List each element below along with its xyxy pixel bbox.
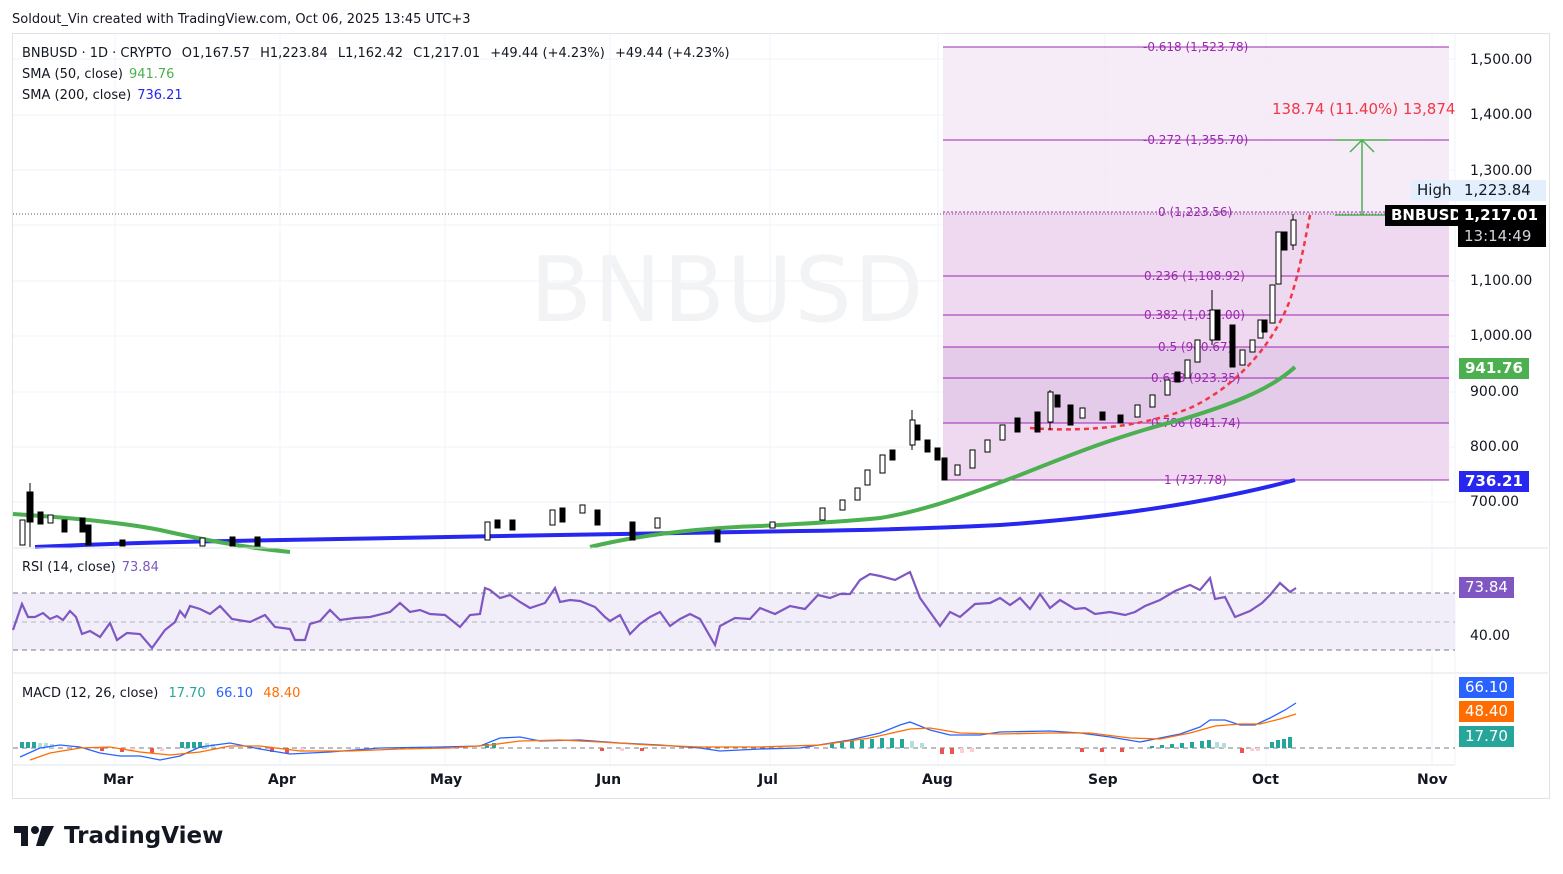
close-value: C1,217.01 — [413, 46, 481, 61]
histogram-badge: 17.70 — [1459, 726, 1514, 747]
sma50-value: 941.76 — [128, 67, 175, 82]
rsi-value: 73.84 — [121, 560, 159, 575]
price-tick: 800.00 — [1470, 439, 1519, 455]
sma50-line — [12, 365, 1297, 554]
parabolic-curve — [1029, 214, 1312, 431]
rsi-pane[interactable] — [11, 570, 1455, 651]
macd-line-value: 66.10 — [215, 686, 254, 701]
fib-label: 0.618 (923.35) — [1151, 371, 1241, 385]
price-tick: 1,400.00 — [1470, 107, 1532, 123]
sma200-badge: 736.21 — [1459, 471, 1529, 492]
low-value: L1,162.42 — [337, 46, 404, 61]
candlesticks[interactable] — [19, 214, 1297, 547]
projection-label: 138.74 (11.40%) 13,874 — [1272, 100, 1455, 118]
brand-name: TradingView — [64, 823, 224, 849]
last-price-badge: 1,217.01 — [1458, 205, 1546, 226]
symbol-info[interactable]: BNBUSD · 1D · CRYPTO — [22, 46, 172, 61]
symbol-badge: BNBUSD — [1385, 205, 1468, 226]
price-tick: 1,100.00 — [1470, 273, 1532, 289]
chart-credit: Soldout_Vin created with TradingView.com… — [12, 12, 471, 27]
macd-line — [19, 702, 1297, 761]
fib-label: 0.786 (841.74) — [1151, 416, 1241, 430]
macd-label: MACD (12, 26, close) — [22, 686, 159, 701]
rsi-badge: 73.84 — [1459, 577, 1514, 598]
price-tick: 700.00 — [1470, 494, 1519, 510]
change-value: +49.44 (+4.23%) — [490, 46, 605, 61]
high-value: H1,223.84 — [260, 46, 328, 61]
sma50-label: SMA (50, close) — [22, 67, 123, 82]
price-tick: 1,000.00 — [1470, 328, 1532, 344]
rsi-tick: 40.00 — [1470, 628, 1510, 644]
time-tick: Nov — [1417, 772, 1447, 788]
time-tick: Jun — [595, 772, 621, 788]
signal-line — [29, 713, 1297, 761]
macd-badge: 66.10 — [1459, 677, 1514, 698]
price-projection[interactable] — [1335, 138, 1390, 216]
fib-label: 0 (1,223.56) — [1158, 205, 1232, 219]
sma50-legend[interactable]: SMA (50, close) 941.76 — [22, 67, 180, 82]
sma200-label: SMA (200, close) — [22, 88, 132, 103]
high-label: High — [1411, 180, 1461, 201]
rsi-line — [11, 570, 1297, 650]
signal-badge: 48.40 — [1459, 701, 1514, 722]
fib-label: -0.272 (1,355.70) — [1143, 133, 1248, 147]
time-tick: Jul — [757, 772, 778, 788]
time-tick: May — [430, 772, 462, 788]
fib-label: 0.236 (1,108.92) — [1144, 269, 1245, 283]
macd-histogram-value: 17.70 — [168, 686, 206, 701]
time-tick: Apr — [268, 772, 296, 788]
fib-label: 1 (737.78) — [1164, 473, 1227, 487]
fib-label: -0.618 (1,523.78) — [1143, 40, 1248, 54]
countdown-badge: 13:14:49 — [1458, 226, 1546, 247]
sma200-line — [34, 478, 1296, 549]
tradingview-logo[interactable]: TradingView — [14, 823, 223, 849]
price-tick: 1,300.00 — [1470, 163, 1532, 179]
sma200-value: 736.21 — [137, 88, 183, 103]
rsi-label: RSI (14, close) — [22, 560, 116, 575]
open-value: O1,167.57 — [181, 46, 250, 61]
time-tick: Aug — [922, 772, 953, 788]
time-tick: Oct — [1252, 772, 1279, 788]
change-value-2: +49.44 (+4.23%) — [614, 46, 730, 61]
price-tick: 900.00 — [1470, 384, 1519, 400]
sma200-legend[interactable]: SMA (200, close) 736.21 — [22, 88, 189, 103]
rsi-legend[interactable]: RSI (14, close) 73.84 — [22, 560, 165, 575]
tradingview-logo-icon — [14, 826, 54, 846]
symbol-watermark: BNBUSD — [530, 238, 926, 343]
ohlc-legend: BNBUSD · 1D · CRYPTO O1,167.57 H1,223.84… — [22, 46, 736, 61]
fibonacci-retracement[interactable]: -0.618 (1,523.78) -0.272 (1,355.70) 0 (1… — [13, 40, 1449, 487]
macd-legend[interactable]: MACD (12, 26, close) 17.70 66.10 48.40 — [22, 686, 306, 701]
price-tick: 1,500.00 — [1470, 52, 1532, 68]
macd-signal-value: 48.40 — [263, 686, 301, 701]
high-value-badge: 1,223.84 — [1458, 180, 1546, 201]
time-tick: Mar — [103, 772, 133, 788]
sma50-badge: 941.76 — [1459, 358, 1529, 379]
time-tick: Sep — [1088, 772, 1118, 788]
fib-label: 0.382 (1,038.00) — [1144, 308, 1245, 322]
macd-pane[interactable] — [13, 702, 1455, 761]
